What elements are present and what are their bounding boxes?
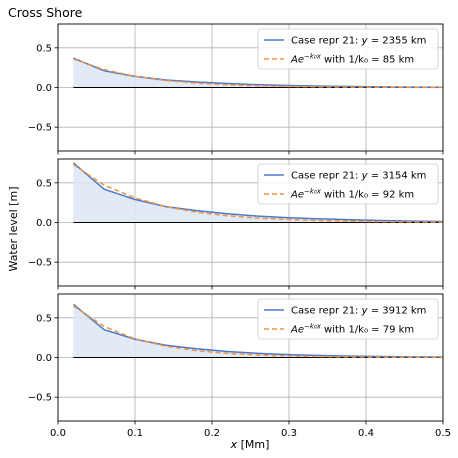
legend-var: Ae	[290, 190, 304, 201]
y-tick-label: 0.5	[36, 178, 52, 189]
legend-eq: with 1/k₀ = 92 km	[321, 190, 414, 201]
legend-prefix: Case repr 21:	[291, 36, 362, 47]
y-tick-label: 0.5	[36, 43, 52, 54]
figure-title: Cross Shore	[8, 5, 83, 20]
area-fill	[73, 162, 444, 223]
legend-entry: Ae−k₀x with 1/k₀ = 85 km	[290, 53, 414, 66]
y-tick-label: 0.0	[36, 353, 52, 364]
legend-entry: Case repr 21: y = 3912 km	[291, 306, 426, 317]
x-axis-label-unit: [Mm]	[237, 438, 269, 451]
legend-exponent: −k₀x	[304, 188, 322, 196]
fit-series-line	[72, 163, 444, 223]
subplot-1: −0.5 0.0 0.5 Case repr 21: y = 2355 km Ae−k₀…	[28, 23, 444, 155]
legend: Case repr 21: y = 2355 km Ae−k₀x with 1/k…	[257, 28, 439, 70]
model-series-line	[72, 303, 444, 358]
legend: Case repr 21: y = 3154 km Ae−k₀x with 1/k…	[257, 163, 439, 205]
legend-var: y	[361, 171, 369, 182]
legend-eq: with 1/k₀ = 79 km	[321, 325, 414, 336]
legend-eq: with 1/k₀ = 85 km	[321, 55, 414, 66]
legend-prefix: Case repr 21:	[291, 306, 362, 317]
subplot-2: −0.5 0.0 0.5 Case repr 21: y = 3154 km Ae−k₀…	[28, 158, 444, 290]
legend-box	[257, 28, 439, 70]
y-tick-label: 0.0	[36, 218, 52, 229]
legend-entry: Ae−k₀x with 1/k₀ = 92 km	[290, 188, 414, 201]
legend-exponent: −k₀x	[304, 53, 322, 61]
x-tick-label: 0.1	[127, 428, 143, 439]
area-fill	[73, 304, 444, 358]
legend-entry: Case repr 21: y = 3154 km	[291, 171, 426, 182]
y-tick-label: 0.0	[36, 83, 52, 94]
x-tick-label: 0.3	[281, 428, 297, 439]
subplot-3: −0.5 0.0 0.5 0.0 0.1 0.2 0.3 0.4 0.5 Case repr 21…	[28, 293, 451, 439]
x-axis-label-var: x	[230, 438, 238, 451]
x-tick-label: 0.5	[435, 428, 451, 439]
legend-exponent: −k₀x	[304, 323, 322, 331]
legend-eq: = 3912 km	[368, 306, 427, 317]
legend-eq: = 3154 km	[368, 171, 427, 182]
x-tick-label: 0.2	[204, 428, 220, 439]
legend-var: y	[361, 36, 369, 47]
legend-box	[257, 163, 439, 205]
legend-eq: = 2355 km	[368, 36, 427, 47]
legend-prefix: Case repr 21:	[291, 171, 362, 182]
model-series-line	[72, 162, 444, 223]
fit-series-line	[73, 58, 444, 89]
legend-entry: Ae−k₀x with 1/k₀ = 79 km	[290, 323, 414, 336]
y-tick-label: 0.5	[36, 313, 52, 324]
legend-entry: Case repr 21: y = 2355 km	[291, 36, 426, 47]
x-tick-label: 0.4	[358, 428, 374, 439]
y-tick-label: −0.5	[28, 123, 52, 134]
legend-var: Ae	[290, 325, 304, 336]
y-axis-label: Water level [m]	[7, 187, 20, 272]
legend-var: Ae	[290, 55, 304, 66]
x-axis-label: x [Mm]	[230, 438, 270, 451]
legend-var: y	[361, 306, 369, 317]
legend: Case repr 21: y = 3912 km Ae−k₀x with 1/k…	[257, 298, 439, 340]
y-tick-label: −0.5	[28, 393, 52, 404]
x-tick-label: 0.0	[50, 428, 66, 439]
y-tick-label: −0.5	[28, 258, 52, 269]
fit-series-line	[72, 305, 444, 359]
legend-box	[257, 298, 439, 340]
